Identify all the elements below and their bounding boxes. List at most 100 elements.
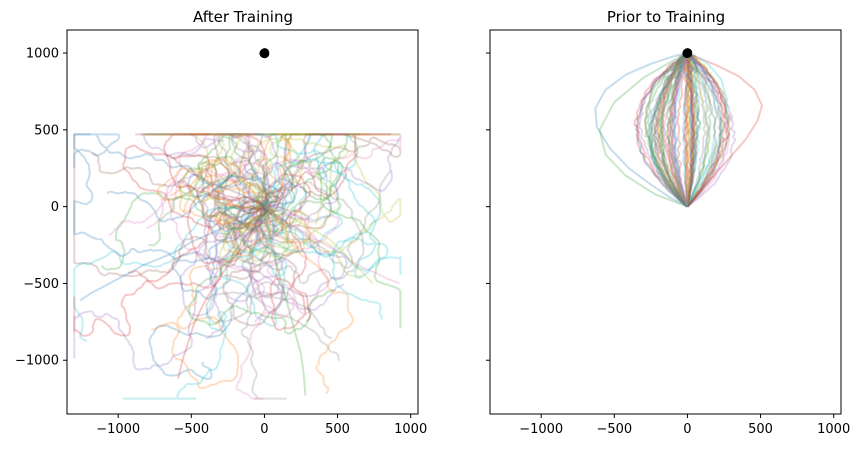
subplot-prior-to-training: Prior to Training −1000 −500 0 500 1000 (486, 8, 850, 437)
series-line (686, 53, 728, 208)
trajectory-line (682, 52, 690, 207)
trajectory-line (686, 52, 696, 207)
trajectory-line (147, 133, 266, 208)
trajectory-line (214, 133, 371, 230)
trajectory-line (248, 205, 340, 265)
trajectory-line (685, 52, 702, 207)
axes-frame (66, 29, 419, 415)
trajectory-line (171, 195, 268, 300)
trajectory-line (263, 133, 334, 217)
trajectory-line (658, 52, 690, 208)
trajectory-line (686, 52, 712, 208)
trajectory-line (108, 180, 270, 238)
trajectory-line (264, 136, 402, 221)
series-line (172, 156, 265, 208)
trajectory-line (240, 205, 287, 400)
y-tick-label: 1000 (26, 47, 59, 62)
trajectory-line (201, 133, 312, 231)
trajectory-line (686, 52, 710, 208)
trajectory-line (658, 52, 689, 208)
trajectory-line (73, 198, 270, 371)
trajectory-line (686, 52, 700, 207)
trajectory-line (225, 182, 348, 303)
trajectory-line (145, 133, 266, 239)
trajectory-line (649, 52, 689, 208)
trajectory-line (222, 205, 300, 327)
x-tick-label: 500 (748, 422, 773, 437)
trajectory-line (255, 133, 382, 259)
trajectory-line (215, 133, 266, 209)
trajectory-line (213, 134, 402, 227)
trajectory-line (685, 52, 724, 208)
plot-area: −1000 −500 0 500 1000 (486, 48, 850, 437)
trajectory-line (222, 144, 285, 243)
trajectory-line (685, 52, 697, 207)
trajectory-line (245, 205, 295, 318)
trajectory-line (671, 53, 689, 207)
trajectory-line (649, 52, 691, 208)
trajectory-line (684, 52, 696, 207)
trajectory-line (122, 206, 266, 400)
trajectory-line (232, 170, 365, 284)
trajectory-line (685, 52, 723, 208)
trajectory-line (222, 187, 303, 255)
trajectory-line (652, 52, 689, 208)
series-line (177, 206, 266, 379)
trajectory-line (73, 133, 266, 262)
trajectory-line (262, 137, 349, 255)
trajectory-line (244, 133, 300, 211)
trajectory-line (197, 161, 291, 261)
trajectory-line (207, 205, 286, 327)
trajectory-line (262, 157, 389, 320)
trajectory-line (656, 52, 689, 208)
trajectory-line (263, 133, 359, 249)
trajectory-line (73, 134, 267, 278)
trajectory-line (73, 133, 269, 208)
trajectory-line (665, 52, 690, 208)
trajectory-line (73, 206, 285, 337)
trajectory-line (686, 52, 718, 208)
trajectory-line (646, 52, 689, 208)
trajectory-line (156, 166, 312, 244)
trajectory-line (666, 52, 689, 208)
trajectory-line (661, 52, 689, 208)
target-point (683, 48, 693, 58)
trajectory-line (656, 52, 689, 208)
trajectory-line (127, 195, 266, 290)
trajectory-line (178, 159, 276, 257)
plot-area: −1000 −500 0 500 1000 −1000 −500 0 500 1000 (15, 47, 427, 437)
trajectory-line (649, 52, 691, 208)
trajectory-line (106, 173, 265, 223)
trajectory-line (667, 52, 690, 208)
trajectory-line (683, 52, 692, 207)
trajectory-line (684, 52, 698, 207)
trajectory-line (213, 157, 273, 263)
trajectory-line (685, 52, 732, 208)
x-tick-label: −1000 (96, 422, 140, 437)
series-line (79, 205, 265, 302)
trajectory-line (648, 52, 689, 208)
trajectory-line (683, 52, 691, 207)
trajectory-line (685, 52, 732, 208)
trajectory-layer (594, 52, 763, 208)
trajectory-line (685, 52, 696, 207)
subplot-title: After Training (193, 8, 293, 26)
trajectory-line (170, 169, 271, 400)
trajectory-line (686, 52, 723, 208)
trajectory-line (648, 52, 689, 208)
trajectory-line (660, 52, 689, 208)
y-tick-label: 500 (34, 123, 59, 138)
series-line (263, 206, 307, 396)
x-tick-label: 0 (260, 422, 268, 437)
trajectory-line (188, 205, 337, 335)
trajectory-line (661, 52, 689, 208)
trajectory-line (635, 52, 688, 208)
trajectory-line (684, 52, 731, 208)
trajectory-line (684, 52, 690, 207)
trajectory-line (235, 205, 363, 278)
trajectory-line (653, 52, 689, 208)
trajectory-line (148, 135, 265, 247)
trajectory-line (682, 52, 692, 207)
trajectory-line (683, 52, 693, 207)
